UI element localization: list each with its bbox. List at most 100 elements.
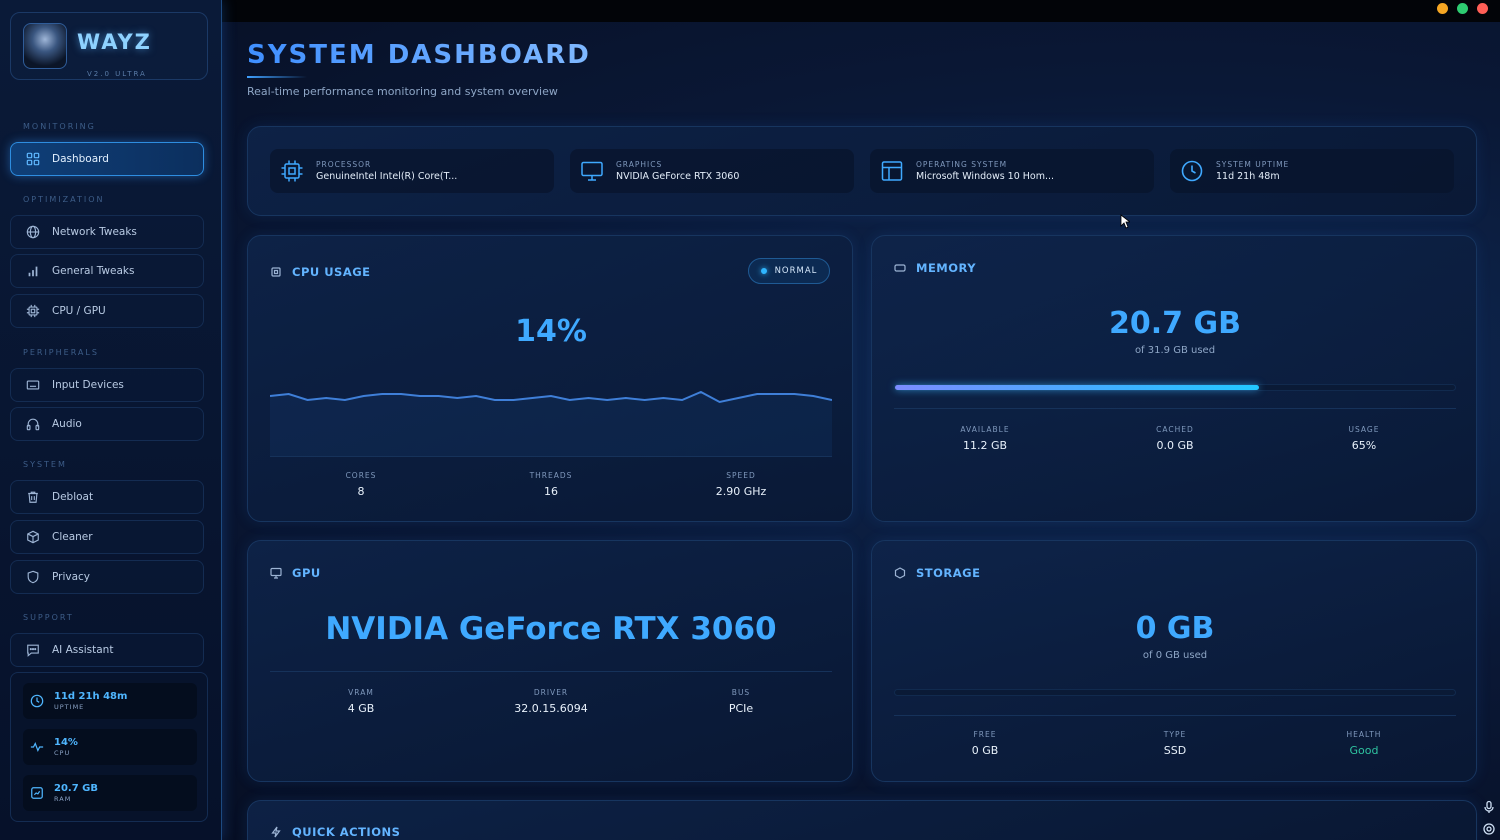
memory-icon xyxy=(894,264,906,272)
vram-label: VRAM xyxy=(348,688,374,697)
available-label: AVAILABLE xyxy=(960,425,1010,434)
gpu-name: NVIDIA GeForce RTX 3060 xyxy=(325,611,777,647)
quick-actions-text: QUICK ACTIONS xyxy=(292,825,401,839)
cached-label: CACHED xyxy=(1156,425,1194,434)
sidebar-item-ai-assistant[interactable]: AI Assistant xyxy=(10,633,204,667)
brand-name: WAYZ xyxy=(77,30,152,54)
driver-metric: DRIVER 32.0.15.6094 xyxy=(491,688,611,715)
driver-label: DRIVER xyxy=(533,688,569,697)
speed-label: SPEED xyxy=(726,471,756,480)
uptime-stat: 11d 21h 48m UPTIME xyxy=(23,683,197,719)
threads-value: 16 xyxy=(544,485,558,498)
memory-icon xyxy=(31,787,43,799)
sidebar-item-label: Audio xyxy=(52,418,82,430)
sidebar-item-network-tweaks[interactable]: Network Tweaks xyxy=(10,215,204,249)
divider xyxy=(894,408,1456,409)
pulse-icon xyxy=(30,741,44,753)
gpu-card-title: GPU xyxy=(270,566,321,580)
divider xyxy=(270,456,832,457)
section-peripherals: PERIPHERALS xyxy=(23,348,99,357)
sidebar-item-cpu-gpu[interactable]: CPU / GPU xyxy=(10,294,204,328)
shield-icon xyxy=(25,569,41,585)
sidebar-item-label: General Tweaks xyxy=(52,265,135,277)
cpu-usage-value: 14% xyxy=(515,314,587,349)
sidebar-item-label: Privacy xyxy=(52,571,91,583)
sidebar-item-label: Debloat xyxy=(52,491,94,503)
health-value: Good xyxy=(1349,744,1379,757)
system-info-card: PROCESSOR GenuineIntel Intel(R) Core(T..… xyxy=(247,126,1477,216)
gpu-title-text: GPU xyxy=(292,566,321,580)
status-text: NORMAL xyxy=(774,266,818,276)
sidebar-item-input-devices[interactable]: Input Devices xyxy=(10,368,204,402)
bus-value: PCIe xyxy=(728,702,754,715)
keyboard-icon xyxy=(25,377,41,393)
driver-value: 32.0.15.6094 xyxy=(514,702,588,715)
grid-icon xyxy=(25,151,41,167)
ram-stat: 20.7 GB RAM xyxy=(23,775,197,811)
page-title: SYSTEM DASHBOARD xyxy=(247,40,591,70)
vram-value: 4 GB xyxy=(347,702,375,715)
uptime-tile: SYSTEM UPTIME 11d 21h 48m xyxy=(1170,149,1454,193)
processor-tile: PROCESSOR GenuineIntel Intel(R) Core(T..… xyxy=(270,149,554,193)
vram-metric: VRAM 4 GB xyxy=(301,688,421,715)
headphones-icon xyxy=(25,416,41,432)
type-label: TYPE xyxy=(1163,730,1187,739)
title-bar xyxy=(216,0,1500,22)
quick-actions-card: QUICK ACTIONS xyxy=(247,800,1477,840)
sidebar-item-label: AI Assistant xyxy=(52,644,114,656)
sidebar-item-label: Input Devices xyxy=(52,379,124,391)
available-value: 11.2 GB xyxy=(962,439,1008,452)
graphics-tile: GRAPHICS NVIDIA GeForce RTX 3060 xyxy=(570,149,854,193)
cpu-stat-value: 14% xyxy=(54,737,78,748)
free-label: FREE xyxy=(973,730,997,739)
sidebar-item-general-tweaks[interactable]: General Tweaks xyxy=(10,254,204,288)
memory-card: MEMORY 20.7 GB of 31.9 GB used AVAILABLE… xyxy=(871,235,1477,522)
uptime-label: UPTIME xyxy=(54,703,85,711)
storage-card: STORAGE 0 GB of 0 GB used FREE 0 GB TYPE… xyxy=(871,540,1477,782)
cpu-stat-label: CPU xyxy=(54,749,71,757)
storage-card-title: STORAGE xyxy=(894,566,980,580)
cpu-card-title: CPU USAGE xyxy=(270,265,371,279)
uptime-label: SYSTEM UPTIME xyxy=(1216,160,1290,169)
divider xyxy=(270,671,832,672)
uptime-value: 11d 21h 48m xyxy=(54,691,128,702)
sidebar-item-privacy[interactable]: Privacy xyxy=(10,560,204,594)
brand-card[interactable]: WAYZ V2.0 ULTRA xyxy=(10,12,208,80)
title-underline xyxy=(247,76,307,78)
sidebar-item-dashboard[interactable]: Dashboard xyxy=(10,142,204,176)
memory-total-text: of 31.9 GB used xyxy=(1134,345,1216,356)
section-optimization: OPTIMIZATION xyxy=(23,195,105,204)
monitor-icon xyxy=(581,161,603,181)
sidebar-item-debloat[interactable]: Debloat xyxy=(10,480,204,514)
bus-metric: BUS PCIe xyxy=(681,688,801,715)
sidebar-item-audio[interactable]: Audio xyxy=(10,407,204,441)
free-value: 0 GB xyxy=(971,744,999,757)
gpu-card: GPU NVIDIA GeForce RTX 3060 VRAM 4 GB DR… xyxy=(247,540,853,782)
cpu-usage-chart xyxy=(270,390,832,456)
maximize-button[interactable] xyxy=(1457,3,1468,14)
memory-usage-fill xyxy=(895,385,1259,390)
quick-stats: 11d 21h 48m UPTIME 14% CPU 20.7 GB RAM xyxy=(10,672,208,822)
usage-label: USAGE xyxy=(1348,425,1380,434)
processor-value: GenuineIntel Intel(R) Core(T... xyxy=(316,171,458,182)
type-metric: TYPE SSD xyxy=(1115,730,1235,757)
os-value: Microsoft Windows 10 Hom... xyxy=(916,171,1055,182)
threads-metric: THREADS 16 xyxy=(491,471,611,498)
close-button[interactable] xyxy=(1477,3,1488,14)
window-icon xyxy=(881,161,903,181)
threads-label: THREADS xyxy=(529,471,573,480)
os-tile: OPERATING SYSTEM Microsoft Windows 10 Ho… xyxy=(870,149,1154,193)
sidebar-item-cleaner[interactable]: Cleaner xyxy=(10,520,204,554)
bolt-icon xyxy=(271,826,281,838)
bars-icon xyxy=(25,263,41,279)
cores-label: CORES xyxy=(345,471,377,480)
graphics-value: NVIDIA GeForce RTX 3060 xyxy=(616,171,740,182)
minimize-button[interactable] xyxy=(1437,3,1448,14)
status-badge: NORMAL xyxy=(748,258,830,284)
section-support: SUPPORT xyxy=(23,613,74,622)
cpu-chart-line xyxy=(270,390,832,404)
settings-icon[interactable] xyxy=(1482,822,1496,836)
cpu-stat: 14% CPU xyxy=(23,729,197,765)
storage-total-text: of 0 GB used xyxy=(1142,650,1208,661)
microphone-icon[interactable] xyxy=(1482,800,1496,814)
